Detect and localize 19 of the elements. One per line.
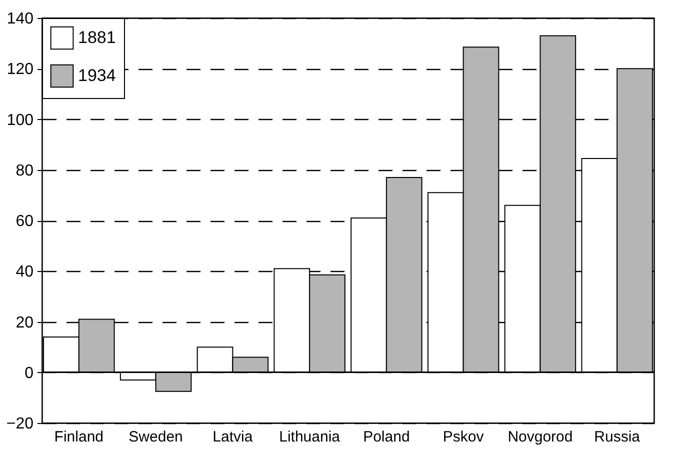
x-tick-label: Poland — [363, 428, 410, 446]
legend-label: 1881 — [78, 28, 116, 47]
x-tick-label: Finland — [54, 428, 104, 446]
y-tick-label: 80 — [16, 162, 34, 180]
y-tick-label: 20 — [16, 314, 34, 332]
x-tick-label: Russia — [594, 428, 641, 446]
y-tick-label: 140 — [6, 10, 34, 28]
y-tick-label: 60 — [16, 213, 34, 230]
y-tick-label: 120 — [6, 61, 34, 78]
x-tick-label: Novgorod — [508, 428, 573, 446]
x-tick-label: Lithuania — [279, 428, 341, 446]
y-tick-label: 0 — [24, 364, 34, 382]
y-tick-label: −20 — [6, 416, 34, 432]
x-tick-label: Latvia — [212, 428, 254, 446]
legend-label: 1934 — [78, 66, 116, 85]
y-tick-label: 100 — [6, 112, 34, 129]
x-tick-label: Sweden — [128, 428, 183, 446]
y-tick-label: 40 — [16, 264, 34, 281]
x-tick-label: Pskov — [442, 428, 484, 446]
